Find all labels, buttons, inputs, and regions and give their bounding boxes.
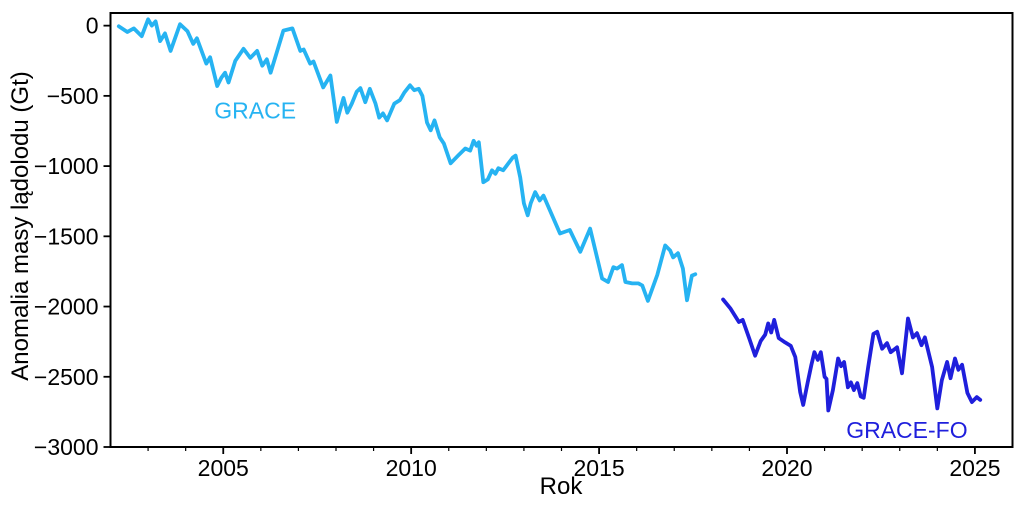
x-tick-label: 2015 bbox=[573, 455, 624, 481]
x-tick-label: 2025 bbox=[949, 455, 1000, 481]
y-tick-label: −2000 bbox=[34, 294, 99, 320]
x-axis-label: Rok bbox=[540, 473, 584, 500]
x-tick-label: 2005 bbox=[198, 455, 249, 481]
y-tick-label: −1500 bbox=[34, 223, 99, 249]
y-tick-label: 0 bbox=[86, 13, 99, 39]
y-axis-label: Anomalia masy lądolodu (Gt) bbox=[7, 71, 34, 380]
grace-fo-label: GRACE-FO bbox=[846, 417, 967, 443]
x-tick-label: 2020 bbox=[761, 455, 812, 481]
grace-fo-line bbox=[721, 297, 983, 413]
y-tick-label: −2500 bbox=[34, 364, 99, 390]
grace-line bbox=[116, 17, 698, 303]
y-tick-label: −1000 bbox=[34, 153, 99, 179]
x-tick-label: 2010 bbox=[386, 455, 437, 481]
plot-box bbox=[109, 12, 1014, 448]
grace-label: GRACE bbox=[214, 97, 296, 123]
y-tick-label: −3000 bbox=[34, 434, 99, 460]
y-tick-label: −500 bbox=[47, 83, 99, 109]
